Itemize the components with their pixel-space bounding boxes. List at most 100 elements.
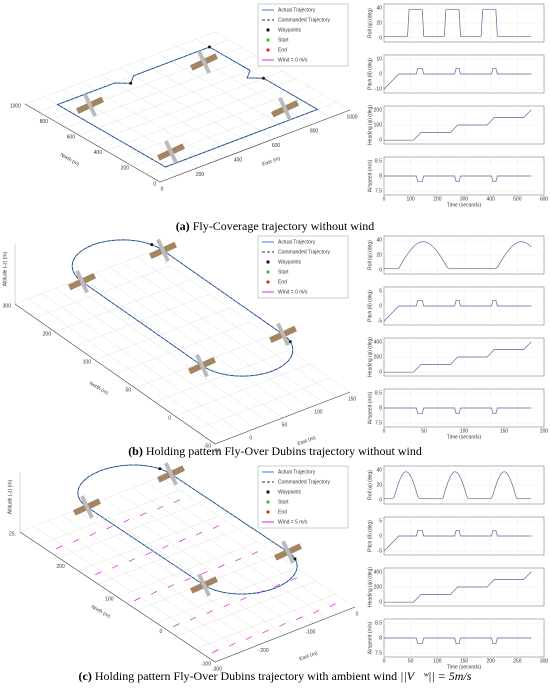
wind-arrow [290,577,298,581]
legend-symbol [266,490,270,494]
y-tick-label: 7.5 [375,650,382,656]
wind-arrow [167,584,175,588]
y-tick-label: 400 [374,569,383,575]
east-tick-label: 600 [272,143,281,149]
signal-commanded [384,9,532,37]
east-label: East (m) [261,156,281,168]
y-tick-label: -5 [378,548,383,554]
north-tick-label: 100 [83,359,92,365]
north-tick-label: 600 [67,135,76,141]
floor-grid [176,46,313,125]
aircraft-body [156,238,170,263]
y-axis-label: Heading (ψ) (deg) [367,567,373,607]
caption-label: (c) [79,669,92,683]
legend-label: Wind = 0 m/s [278,57,308,63]
aircraft-body [278,97,292,121]
y-tick-label: 8.5 [375,620,382,626]
wind-arrow [56,545,63,550]
wind-arrow [173,623,180,628]
wind-arrow [173,499,181,503]
legend-label: Commanded Trajectory [278,479,330,485]
north-tick-label: 100 [105,596,114,602]
legend-label: End [278,279,287,285]
y-tick-label: -5 [378,318,383,324]
wind-arrow [145,551,152,556]
x-tick-label: 200 [486,658,495,664]
wind-arrow [89,532,97,536]
wind-arrow [195,531,203,536]
legend-symbol [266,510,270,514]
wind-arrow [329,603,337,607]
east-tick-label: -100 [305,630,315,636]
x-tick-label: 600 [540,196,549,202]
y-tick-label: -10 [375,86,382,92]
east-tick-label: 50 [282,422,288,428]
y-axis-label: Pitch (θ) (deg) [367,520,373,552]
y-tick-label: 8 [379,173,382,179]
y-tick-label: 0 [379,71,382,77]
wind-arrow [240,597,247,601]
altitude-label: Altitude (-z) (m) [7,479,13,514]
x-axis-label: Time (seconds) [447,434,482,440]
wind-arrow [184,577,191,582]
commanded-trajectory [71,239,294,377]
y-tick-label: 100 [374,122,383,128]
y-tick-label: 0 [379,267,382,273]
wind-arrow [257,590,264,595]
signal-commanded [383,300,532,322]
x-tick-label: 400 [486,196,495,202]
x-tick-label: 200 [433,196,442,202]
floor-grid [74,293,211,347]
x-tick-label: 200 [540,428,549,434]
east-tick-label: 400 [234,158,243,164]
wind-arrow [134,597,141,602]
y-axis-label: Roll (φ) (deg) [367,8,373,38]
aircraft-body [197,50,211,74]
north-tick-label: 200 [121,166,130,172]
east-tick-label: 800 [310,129,319,135]
floor-grid [94,307,231,361]
floor-grid [149,251,351,393]
east-tick-label: 1000 [346,114,357,120]
x-axis-label: Time (seconds) [447,664,482,670]
wind-arrow [212,649,219,654]
wind-arrow [251,551,259,555]
wind-arrow [223,603,230,608]
wind-arrow [72,538,80,543]
legend-label: End [278,47,287,53]
legend-symbol [266,260,270,264]
y-tick-label: 5 [379,518,382,524]
legend-label: Start [278,37,289,43]
x-tick-label: 100 [406,196,415,202]
x-tick-label: 100 [433,658,442,664]
x-tick-label: 150 [460,658,469,664]
y-axis-label: Pitch (θ) (deg) [367,58,373,90]
signal-commanded [384,571,532,603]
wind-arrow [201,571,208,575]
wind-arrow [312,609,320,614]
wind-arrow [123,519,130,523]
north-tick-label: 400 [94,150,103,156]
waypoint [262,76,265,80]
waypoint [158,467,162,471]
wind-arrow [128,558,136,562]
legend-label: Wind = 0 m/s [278,289,308,295]
legend-box [257,465,349,529]
wind-arrow [262,629,269,634]
y-tick-label: 0 [379,35,382,41]
y-tick-label: 0 [379,533,382,539]
legend-symbol [266,270,270,274]
wind-arrow [234,557,242,562]
floor-grid [131,487,328,619]
wind-arrow [218,564,225,569]
floor-grid [95,272,297,414]
legend-label: Start [278,499,289,505]
waypoint [288,340,292,344]
x-tick-label: 150 [500,428,509,434]
east-tick-label: -300 [212,666,222,672]
floor-grid [214,31,351,111]
x-tick-label: 0 [383,658,386,664]
north-tick-label: -50 [204,443,211,449]
